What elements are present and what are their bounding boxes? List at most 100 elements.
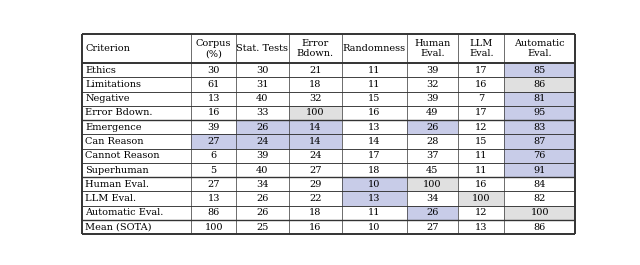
Text: 17: 17 xyxy=(368,151,380,160)
Text: 100: 100 xyxy=(204,223,223,232)
Bar xyxy=(83,120,191,134)
Text: Can Reason: Can Reason xyxy=(86,137,144,146)
Text: Corpus
(%): Corpus (%) xyxy=(196,39,231,58)
Bar xyxy=(83,206,191,220)
Text: 13: 13 xyxy=(475,223,488,232)
Text: 84: 84 xyxy=(534,180,546,189)
Bar xyxy=(406,149,458,163)
Text: 49: 49 xyxy=(426,108,438,117)
Text: 40: 40 xyxy=(256,166,268,175)
Bar xyxy=(289,149,342,163)
Text: 10: 10 xyxy=(368,223,380,232)
Bar xyxy=(458,134,504,149)
Text: Negative: Negative xyxy=(86,94,130,103)
Text: 27: 27 xyxy=(207,180,220,189)
Bar xyxy=(458,63,504,77)
Bar xyxy=(406,91,458,106)
Bar xyxy=(342,120,406,134)
Bar xyxy=(504,206,575,220)
Bar xyxy=(458,206,504,220)
Bar xyxy=(289,220,342,234)
Bar xyxy=(191,77,236,91)
Bar xyxy=(236,191,289,206)
Text: 18: 18 xyxy=(309,208,321,217)
Text: 100: 100 xyxy=(423,180,442,189)
Text: 95: 95 xyxy=(534,108,546,117)
Text: 82: 82 xyxy=(534,194,546,203)
Bar xyxy=(458,91,504,106)
Text: Criterion: Criterion xyxy=(86,44,131,53)
Bar xyxy=(504,120,575,134)
Text: 76: 76 xyxy=(534,151,546,160)
Text: 18: 18 xyxy=(309,80,321,89)
Bar xyxy=(406,191,458,206)
Bar xyxy=(458,163,504,177)
Bar xyxy=(83,91,191,106)
Bar xyxy=(83,163,191,177)
Text: Error Bdown.: Error Bdown. xyxy=(86,108,153,117)
Bar xyxy=(458,177,504,191)
Bar xyxy=(504,220,575,234)
Text: 91: 91 xyxy=(534,166,546,175)
Text: 31: 31 xyxy=(256,80,268,89)
Text: Automatic Eval.: Automatic Eval. xyxy=(86,208,164,217)
Bar xyxy=(236,77,289,91)
Text: Mean (SOTA): Mean (SOTA) xyxy=(86,223,152,232)
Bar xyxy=(236,134,289,149)
Text: 12: 12 xyxy=(475,123,488,132)
Text: Superhuman: Superhuman xyxy=(86,166,149,175)
Text: Cannot Reason: Cannot Reason xyxy=(86,151,160,160)
Bar xyxy=(236,206,289,220)
Bar xyxy=(236,63,289,77)
Text: 37: 37 xyxy=(426,151,438,160)
Bar xyxy=(504,106,575,120)
Bar xyxy=(458,149,504,163)
Text: 7: 7 xyxy=(478,94,484,103)
Text: 86: 86 xyxy=(534,223,546,232)
Text: 13: 13 xyxy=(207,194,220,203)
Text: Automatic
Eval.: Automatic Eval. xyxy=(515,39,565,58)
Text: 32: 32 xyxy=(309,94,321,103)
Bar xyxy=(289,63,342,77)
Text: LLM
Eval.: LLM Eval. xyxy=(469,39,493,58)
Bar xyxy=(191,134,236,149)
Text: 11: 11 xyxy=(368,208,380,217)
Text: Stat. Tests: Stat. Tests xyxy=(236,44,288,53)
Bar xyxy=(83,191,191,206)
Text: 34: 34 xyxy=(256,180,268,189)
Text: 39: 39 xyxy=(207,123,220,132)
Bar xyxy=(406,77,458,91)
Bar xyxy=(342,106,406,120)
Text: 27: 27 xyxy=(207,137,220,146)
Bar xyxy=(504,91,575,106)
Text: 39: 39 xyxy=(256,151,268,160)
Text: 81: 81 xyxy=(534,94,546,103)
Text: Emergence: Emergence xyxy=(86,123,142,132)
Bar xyxy=(83,134,191,149)
Bar xyxy=(504,177,575,191)
Text: 100: 100 xyxy=(472,194,491,203)
Text: 13: 13 xyxy=(207,94,220,103)
Bar xyxy=(236,106,289,120)
Text: 45: 45 xyxy=(426,166,438,175)
Bar xyxy=(342,77,406,91)
Bar xyxy=(504,63,575,77)
Bar xyxy=(83,106,191,120)
Text: 22: 22 xyxy=(309,194,321,203)
Text: 11: 11 xyxy=(475,166,488,175)
Text: LLM Eval.: LLM Eval. xyxy=(86,194,136,203)
Text: 13: 13 xyxy=(368,123,380,132)
Bar xyxy=(289,177,342,191)
Text: 32: 32 xyxy=(426,80,438,89)
Bar xyxy=(289,77,342,91)
Bar xyxy=(236,177,289,191)
Text: 26: 26 xyxy=(256,123,268,132)
Bar xyxy=(406,177,458,191)
Bar xyxy=(504,77,575,91)
Text: 16: 16 xyxy=(475,180,488,189)
Text: 11: 11 xyxy=(475,151,488,160)
Text: 24: 24 xyxy=(256,137,268,146)
Bar xyxy=(342,134,406,149)
Text: 13: 13 xyxy=(368,194,380,203)
Text: 25: 25 xyxy=(256,223,268,232)
